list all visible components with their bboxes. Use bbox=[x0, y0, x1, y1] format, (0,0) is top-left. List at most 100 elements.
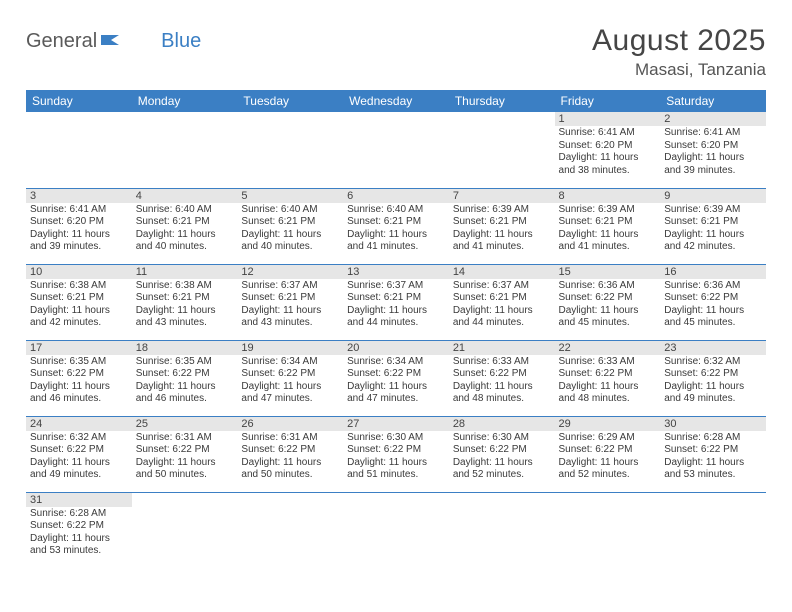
day-data: Sunrise: 6:40 AMSunset: 6:21 PMDaylight:… bbox=[132, 203, 238, 256]
daylight-text: Daylight: 11 hours and 44 minutes. bbox=[347, 305, 445, 330]
daylight-text: Daylight: 11 hours and 52 minutes. bbox=[453, 457, 551, 482]
day-data: Sunrise: 6:40 AMSunset: 6:21 PMDaylight:… bbox=[343, 203, 449, 256]
calendar-week-row: 10Sunrise: 6:38 AMSunset: 6:21 PMDayligh… bbox=[26, 264, 766, 340]
calendar-day-cell: 5Sunrise: 6:40 AMSunset: 6:21 PMDaylight… bbox=[237, 188, 343, 264]
daylight-text: Daylight: 11 hours and 39 minutes. bbox=[664, 152, 762, 177]
day-data: Sunrise: 6:33 AMSunset: 6:22 PMDaylight:… bbox=[449, 355, 555, 408]
daylight-text: Daylight: 11 hours and 40 minutes. bbox=[136, 229, 234, 254]
day-data: Sunrise: 6:37 AMSunset: 6:21 PMDaylight:… bbox=[237, 279, 343, 332]
daylight-text: Daylight: 11 hours and 52 minutes. bbox=[559, 457, 657, 482]
day-number bbox=[132, 493, 238, 507]
day-data: Sunrise: 6:28 AMSunset: 6:22 PMDaylight:… bbox=[660, 431, 766, 484]
day-number: 19 bbox=[237, 341, 343, 355]
calendar-day-cell: 14Sunrise: 6:37 AMSunset: 6:21 PMDayligh… bbox=[449, 264, 555, 340]
sunrise-text: Sunrise: 6:30 AM bbox=[347, 432, 445, 445]
sunrise-text: Sunrise: 6:32 AM bbox=[30, 432, 128, 445]
sunset-text: Sunset: 6:22 PM bbox=[347, 444, 445, 457]
day-data: Sunrise: 6:30 AMSunset: 6:22 PMDaylight:… bbox=[343, 431, 449, 484]
calendar-day-cell: 16Sunrise: 6:36 AMSunset: 6:22 PMDayligh… bbox=[660, 264, 766, 340]
sunrise-text: Sunrise: 6:32 AM bbox=[664, 356, 762, 369]
day-data: Sunrise: 6:41 AMSunset: 6:20 PMDaylight:… bbox=[660, 126, 766, 179]
day-data: Sunrise: 6:37 AMSunset: 6:21 PMDaylight:… bbox=[449, 279, 555, 332]
calendar-day-cell bbox=[449, 492, 555, 568]
calendar-day-cell: 27Sunrise: 6:30 AMSunset: 6:22 PMDayligh… bbox=[343, 416, 449, 492]
daylight-text: Daylight: 11 hours and 50 minutes. bbox=[241, 457, 339, 482]
day-number: 24 bbox=[26, 417, 132, 431]
day-data: Sunrise: 6:29 AMSunset: 6:22 PMDaylight:… bbox=[555, 431, 661, 484]
day-data: Sunrise: 6:30 AMSunset: 6:22 PMDaylight:… bbox=[449, 431, 555, 484]
day-data: Sunrise: 6:36 AMSunset: 6:22 PMDaylight:… bbox=[555, 279, 661, 332]
day-number: 11 bbox=[132, 265, 238, 279]
day-number: 12 bbox=[237, 265, 343, 279]
calendar-day-cell: 12Sunrise: 6:37 AMSunset: 6:21 PMDayligh… bbox=[237, 264, 343, 340]
daylight-text: Daylight: 11 hours and 48 minutes. bbox=[559, 381, 657, 406]
day-number: 15 bbox=[555, 265, 661, 279]
brand-blue: Blue bbox=[161, 30, 201, 53]
sunset-text: Sunset: 6:22 PM bbox=[664, 292, 762, 305]
calendar-day-cell: 1Sunrise: 6:41 AMSunset: 6:20 PMDaylight… bbox=[555, 112, 661, 188]
sunrise-text: Sunrise: 6:39 AM bbox=[664, 204, 762, 217]
day-number: 10 bbox=[26, 265, 132, 279]
sunset-text: Sunset: 6:22 PM bbox=[136, 444, 234, 457]
calendar-day-cell: 19Sunrise: 6:34 AMSunset: 6:22 PMDayligh… bbox=[237, 340, 343, 416]
brand-logo: General Blue bbox=[26, 24, 201, 53]
sunrise-text: Sunrise: 6:37 AM bbox=[453, 280, 551, 293]
calendar-day-cell: 4Sunrise: 6:40 AMSunset: 6:21 PMDaylight… bbox=[132, 188, 238, 264]
day-data: Sunrise: 6:33 AMSunset: 6:22 PMDaylight:… bbox=[555, 355, 661, 408]
sunrise-text: Sunrise: 6:39 AM bbox=[453, 204, 551, 217]
sunrise-text: Sunrise: 6:37 AM bbox=[347, 280, 445, 293]
sunrise-text: Sunrise: 6:37 AM bbox=[241, 280, 339, 293]
calendar-day-cell bbox=[555, 492, 661, 568]
sunrise-text: Sunrise: 6:41 AM bbox=[559, 127, 657, 140]
daylight-text: Daylight: 11 hours and 48 minutes. bbox=[453, 381, 551, 406]
col-saturday: Saturday bbox=[660, 90, 766, 112]
calendar-day-cell: 8Sunrise: 6:39 AMSunset: 6:21 PMDaylight… bbox=[555, 188, 661, 264]
daylight-text: Daylight: 11 hours and 43 minutes. bbox=[136, 305, 234, 330]
day-number bbox=[449, 112, 555, 126]
daylight-text: Daylight: 11 hours and 53 minutes. bbox=[664, 457, 762, 482]
daylight-text: Daylight: 11 hours and 41 minutes. bbox=[559, 229, 657, 254]
daylight-text: Daylight: 11 hours and 46 minutes. bbox=[30, 381, 128, 406]
day-data: Sunrise: 6:39 AMSunset: 6:21 PMDaylight:… bbox=[660, 203, 766, 256]
sunset-text: Sunset: 6:22 PM bbox=[559, 444, 657, 457]
sunrise-text: Sunrise: 6:34 AM bbox=[347, 356, 445, 369]
calendar-day-cell bbox=[660, 492, 766, 568]
calendar-day-cell: 11Sunrise: 6:38 AMSunset: 6:21 PMDayligh… bbox=[132, 264, 238, 340]
sunset-text: Sunset: 6:22 PM bbox=[453, 368, 551, 381]
calendar-day-cell: 26Sunrise: 6:31 AMSunset: 6:22 PMDayligh… bbox=[237, 416, 343, 492]
day-number: 21 bbox=[449, 341, 555, 355]
day-number: 3 bbox=[26, 189, 132, 203]
day-data: Sunrise: 6:37 AMSunset: 6:21 PMDaylight:… bbox=[343, 279, 449, 332]
sunrise-text: Sunrise: 6:41 AM bbox=[30, 204, 128, 217]
calendar-day-cell: 9Sunrise: 6:39 AMSunset: 6:21 PMDaylight… bbox=[660, 188, 766, 264]
daylight-text: Daylight: 11 hours and 44 minutes. bbox=[453, 305, 551, 330]
day-number: 6 bbox=[343, 189, 449, 203]
day-number: 1 bbox=[555, 112, 661, 126]
day-number: 8 bbox=[555, 189, 661, 203]
calendar-day-cell bbox=[237, 492, 343, 568]
day-number: 4 bbox=[132, 189, 238, 203]
day-number bbox=[237, 493, 343, 507]
day-number bbox=[26, 112, 132, 126]
weekday-header-row: Sunday Monday Tuesday Wednesday Thursday… bbox=[26, 90, 766, 112]
calendar-day-cell: 17Sunrise: 6:35 AMSunset: 6:22 PMDayligh… bbox=[26, 340, 132, 416]
col-friday: Friday bbox=[555, 90, 661, 112]
calendar-day-cell: 20Sunrise: 6:34 AMSunset: 6:22 PMDayligh… bbox=[343, 340, 449, 416]
daylight-text: Daylight: 11 hours and 45 minutes. bbox=[559, 305, 657, 330]
day-number: 17 bbox=[26, 341, 132, 355]
day-number bbox=[449, 493, 555, 507]
sunset-text: Sunset: 6:21 PM bbox=[136, 292, 234, 305]
day-data: Sunrise: 6:32 AMSunset: 6:22 PMDaylight:… bbox=[26, 431, 132, 484]
calendar-day-cell: 10Sunrise: 6:38 AMSunset: 6:21 PMDayligh… bbox=[26, 264, 132, 340]
daylight-text: Daylight: 11 hours and 43 minutes. bbox=[241, 305, 339, 330]
col-thursday: Thursday bbox=[449, 90, 555, 112]
sunset-text: Sunset: 6:21 PM bbox=[241, 292, 339, 305]
day-number: 23 bbox=[660, 341, 766, 355]
col-sunday: Sunday bbox=[26, 90, 132, 112]
day-data: Sunrise: 6:35 AMSunset: 6:22 PMDaylight:… bbox=[132, 355, 238, 408]
day-number: 29 bbox=[555, 417, 661, 431]
day-number: 18 bbox=[132, 341, 238, 355]
calendar-day-cell: 22Sunrise: 6:33 AMSunset: 6:22 PMDayligh… bbox=[555, 340, 661, 416]
day-number: 31 bbox=[26, 493, 132, 507]
daylight-text: Daylight: 11 hours and 53 minutes. bbox=[30, 533, 128, 558]
